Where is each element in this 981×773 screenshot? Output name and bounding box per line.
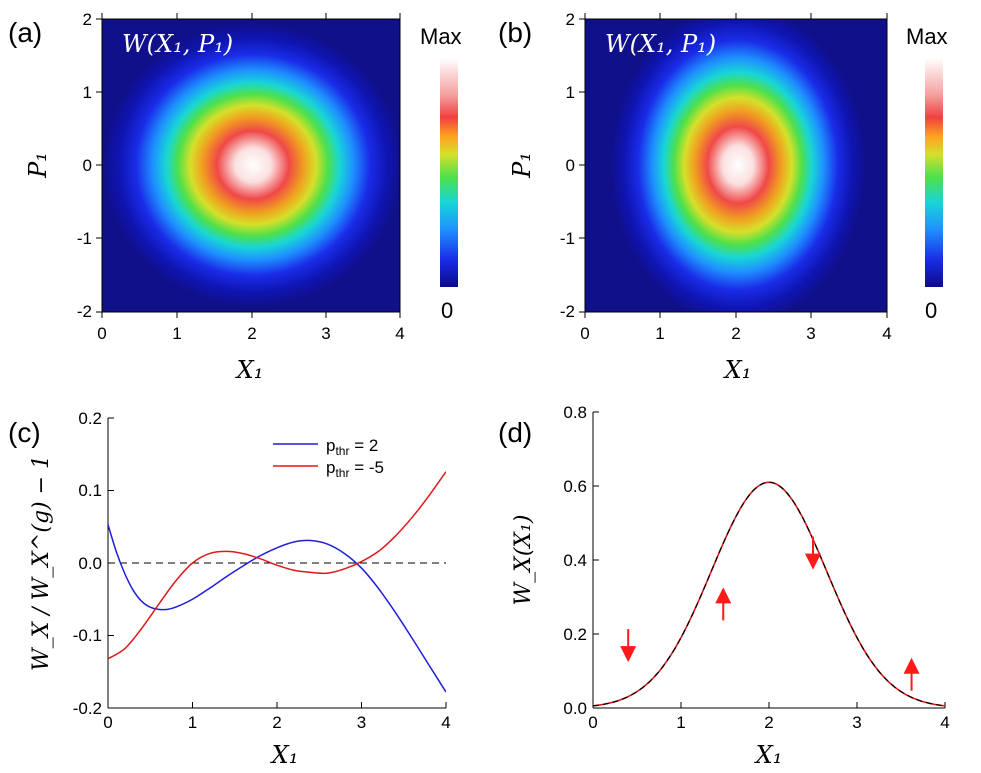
panel-a: (a) W(X₁, P₁) 0 1 2 3 4 2 1 0 -1 -2	[8, 10, 462, 384]
x-tick-label: 2	[272, 713, 281, 732]
series-d-group	[593, 481, 945, 707]
y-tick-label: 0.8	[563, 403, 587, 422]
x-tick-label: 1	[676, 713, 685, 732]
axis-d-xlabel: X₁	[754, 741, 783, 769]
y-tick-label: -0.1	[73, 626, 102, 645]
heatmap-b-peak	[610, 19, 866, 312]
y-tick-label: 0	[83, 156, 92, 175]
heatmap-b-xticks: 0 1 2 3 4	[580, 13, 892, 343]
x-tick-label: 3	[806, 324, 815, 343]
series-line-p-thr-2	[108, 524, 446, 693]
legend-entry-p-thr-2: pthr = 2	[326, 436, 378, 458]
colorbar-a	[440, 58, 458, 287]
x-tick-label: 4	[395, 324, 404, 343]
heatmap-a-yticks: 2 1 0 -1 -2	[77, 10, 102, 321]
axis-c-yticks: 0.2 0.1 0.0 -0.1 -0.2	[73, 409, 114, 718]
series-line-reference-dashed	[593, 481, 945, 707]
legend-entry-p-thr-minus-5: pthr = -5	[326, 458, 384, 480]
x-tick-label: 3	[321, 324, 330, 343]
x-tick-label: 0	[97, 324, 106, 343]
x-tick-label: 4	[940, 713, 949, 732]
y-tick-label: 0.0	[78, 554, 102, 573]
y-tick-label: 0.2	[78, 409, 102, 428]
series-line-p-thr-minus-5	[108, 471, 446, 660]
arrow-up-annotation-2	[715, 587, 732, 621]
colorbar-b-max-label: Max	[906, 24, 948, 49]
arrow-up-annotation-4	[903, 657, 920, 691]
panel-a-label: (a)	[8, 17, 42, 48]
heatmap-a-xlabel: X₁	[235, 356, 264, 384]
heatmap-a-ylabel: P₁	[24, 152, 52, 179]
axis-c-xlabel: X₁	[270, 741, 299, 769]
heatmap-a-peak	[103, 23, 400, 307]
y-tick-label: 1	[566, 83, 575, 102]
heatmap-b-title: W(X₁, P₁)	[605, 30, 716, 58]
colorbar-a-min-label: 0	[441, 298, 453, 323]
x-tick-label: 1	[172, 324, 181, 343]
series-c-group	[108, 471, 446, 693]
heatmap-a-title: W(X₁, P₁)	[122, 30, 233, 58]
axis-c-xticks: 0 1 2 3 4	[103, 702, 451, 732]
heatmap-a-xticks: 0 1 2 3 4	[97, 13, 405, 343]
y-tick-label: 1	[83, 83, 92, 102]
y-tick-label: -0.2	[73, 699, 102, 718]
y-tick-label: 2	[566, 10, 575, 29]
axis-c-ylabel: W_X / W_X^(g) − 1	[29, 455, 54, 671]
arrow-annotations	[620, 536, 920, 691]
axis-d-yticks: 0.8 0.6 0.4 0.2 0.0	[563, 403, 599, 718]
y-tick-label: 0	[566, 156, 575, 175]
arrow-down-annotation-1	[620, 629, 637, 663]
heatmap-b-yticks: 2 1 0 -1 -2	[560, 10, 585, 321]
x-tick-label: 0	[103, 713, 112, 732]
x-tick-label: 2	[764, 713, 773, 732]
y-tick-label: 0.6	[563, 477, 587, 496]
x-tick-label: 0	[580, 324, 589, 343]
y-tick-label: -1	[560, 229, 575, 248]
panel-d: (d) 0 1 2 3 4 0.8 0.6 0.4 0.2 0.0 X₁ W_X…	[498, 403, 950, 769]
x-tick-label: 1	[188, 713, 197, 732]
heatmap-b-ylabel: P₁	[508, 152, 536, 179]
x-tick-label: 4	[441, 713, 450, 732]
y-tick-label: 0.1	[78, 481, 102, 500]
y-tick-label: 0.0	[563, 699, 587, 718]
y-tick-label: 0.4	[563, 551, 587, 570]
x-tick-label: 3	[852, 713, 861, 732]
arrow-down-annotation-3	[805, 536, 821, 570]
colorbar-b	[925, 58, 943, 287]
panel-b: (b) W(X₁, P₁) 0 1 2 3 4 2 1 0 -1 -2	[498, 10, 948, 384]
x-tick-label: 3	[357, 713, 366, 732]
y-tick-label: 0.2	[563, 625, 587, 644]
legend-c: pthr = 2 pthr = -5	[273, 436, 384, 480]
panel-b-label: (b)	[498, 17, 532, 48]
x-tick-label: 2	[247, 324, 256, 343]
panel-d-label: (d)	[498, 417, 532, 448]
colorbar-b-min-label: 0	[925, 298, 937, 323]
y-tick-label: -1	[77, 229, 92, 248]
axis-d-xticks: 0 1 2 3 4	[588, 702, 950, 732]
axis-d-ylabel: W_X(X₁)	[511, 515, 536, 606]
panel-c-label: (c)	[8, 417, 41, 448]
colorbar-a-max-label: Max	[420, 24, 462, 49]
panel-c: (c) 0 1 2 3 4 0.2 0.1 0.0 -0.1 -0.2 pthr	[8, 409, 451, 769]
x-tick-label: 2	[731, 324, 740, 343]
y-tick-label: 2	[83, 10, 92, 29]
series-line-wx	[593, 481, 945, 707]
y-tick-label: -2	[77, 302, 92, 321]
y-tick-label: -2	[560, 302, 575, 321]
x-tick-label: 1	[655, 324, 664, 343]
x-tick-label: 4	[882, 324, 891, 343]
x-tick-label: 0	[588, 713, 597, 732]
heatmap-b-xlabel: X₁	[723, 356, 752, 384]
